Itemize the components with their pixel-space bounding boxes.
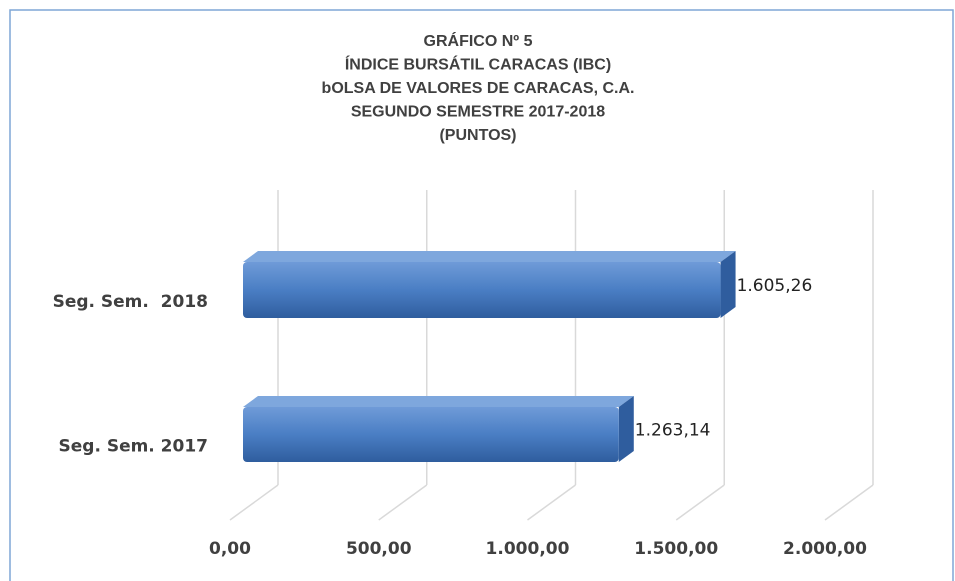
data-label: 1.263,14 [635,421,711,441]
y-tick-label: Seg. Sem. 2018 [53,292,208,312]
bar [243,407,619,462]
bar-top [243,251,736,262]
floor-grid-line [229,484,279,521]
x-tick-label: 1.500,00 [634,539,718,559]
bar [243,262,721,318]
floor-grid-line [824,484,874,521]
y-tick-label: Seg. Sem. 2017 [59,437,209,457]
x-tick-label: 2.000,00 [783,539,867,559]
chart-title: (PUNTOS) [439,127,516,144]
floor-grid-line [527,484,576,521]
chart-title: GRÁFICO Nº 5 [424,31,533,50]
x-tick-label: 1.000,00 [486,539,570,559]
bar-top [243,396,634,407]
chart-title: ÍNDICE BURSÁTIL CARACAS (IBC) [345,55,611,74]
x-tick-label: 0,00 [209,539,251,559]
chart-title: bOLSA DE VALORES DE CARACAS, C.A. [322,80,635,97]
data-label: 1.605,26 [737,276,813,296]
floor-grid-line [675,484,725,521]
bar-side [720,251,736,318]
floor-grid-line [378,484,428,521]
bar-side [618,396,634,462]
chart-title: SEGUNDO SEMESTRE 2017-2018 [351,104,605,121]
x-tick-label: 500,00 [346,539,412,559]
